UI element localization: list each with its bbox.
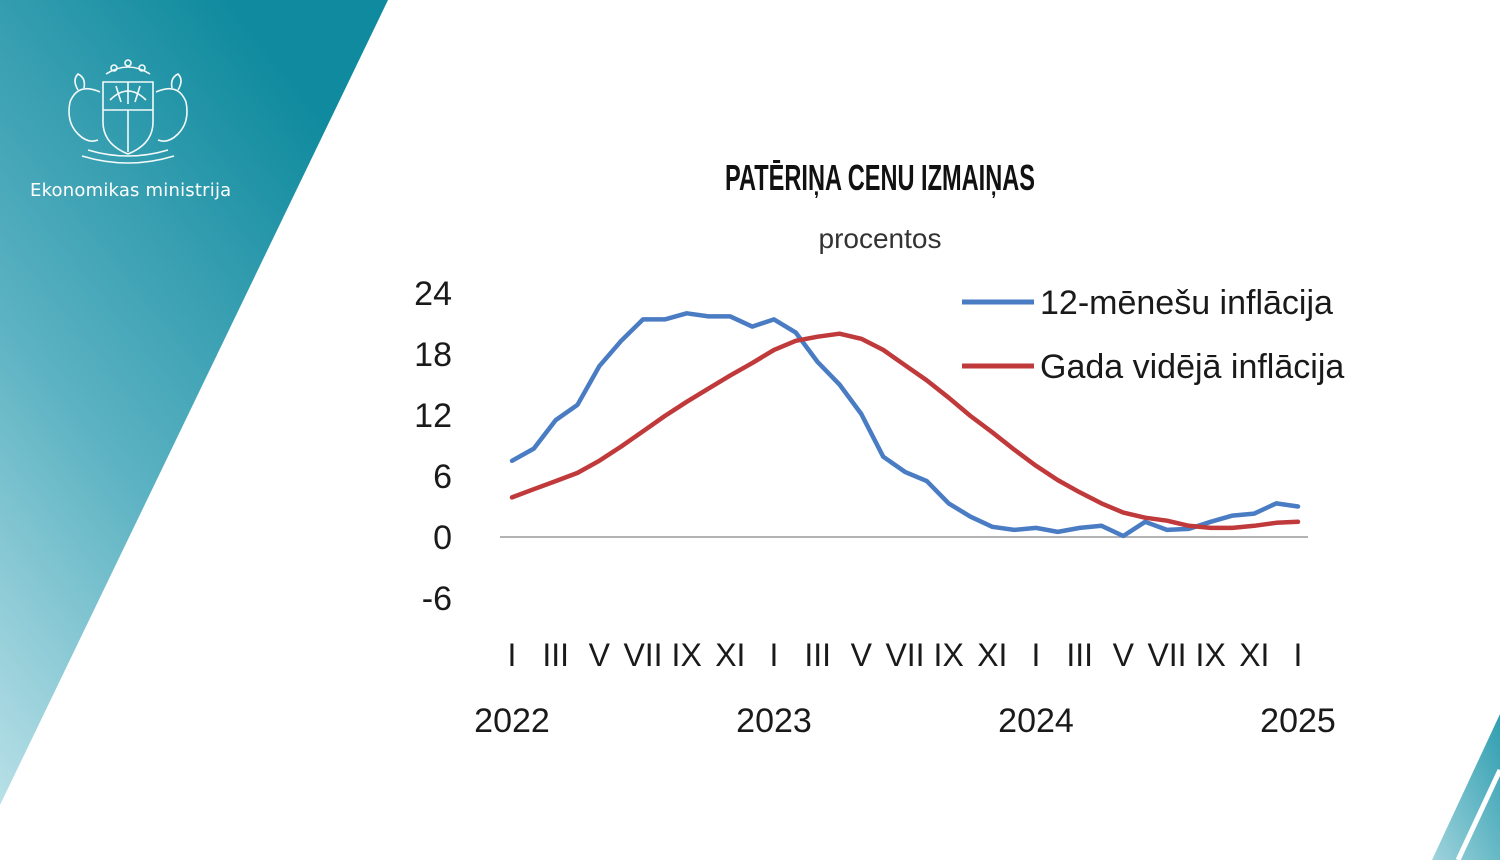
left-teal-band [0,0,388,805]
x-tick-label: V [1113,637,1135,673]
ministry-name: Ekonomikas ministrija [30,180,232,201]
legend: 12-mēnešu inflācija Gada vidējā inflācija [962,284,1344,386]
series-layer [509,311,1301,539]
x-tick-label: I [770,637,779,673]
x-tick-label: IX [1196,637,1226,673]
year-label: 2022 [474,702,550,740]
x-tick-label: III [804,637,831,673]
y-axis: 24 18 12 6 0 -6 [414,275,452,618]
x-axis: I III V VII IX XI I III V VII IX XI I III V VII IX XI I202… [474,637,1336,740]
x-tick-label: I [1032,637,1041,673]
series-line-2 [509,331,1301,531]
x-tick-label: V [589,637,611,673]
x-tick-label: VII [623,637,662,673]
x-tick-label: III [1066,637,1093,673]
x-tick-label: XI [977,637,1007,673]
y-tick-label: 6 [433,458,452,496]
x-tick-label: VII [1147,637,1186,673]
x-tick-label: IX [672,637,702,673]
x-tick-label: XI [715,637,745,673]
legend-label-2: Gada vidējā inflācija [1040,348,1344,386]
x-tick-label: III [542,637,569,673]
chart-title: PATĒRIŅA CENU IZMAIŅAS [725,157,1035,198]
chart-subtitle: procentos [819,223,942,254]
series-line-1 [509,311,1301,539]
y-tick-label: -6 [422,580,452,618]
x-tick-label: V [851,637,873,673]
x-tick-label: IX [934,637,964,673]
year-label: 2025 [1260,702,1336,740]
year-label: 2023 [736,702,812,740]
y-tick-label: 12 [414,397,452,435]
y-tick-label: 18 [414,336,452,374]
y-tick-label: 0 [433,519,452,557]
x-tick-label: I [508,637,517,673]
legend-label-1: 12-mēnešu inflācija [1040,284,1333,322]
year-label: 2024 [998,702,1074,740]
coat-of-arms-icon [68,59,188,164]
y-tick-label: 24 [414,275,452,313]
right-white-stripe [1455,768,1500,860]
x-tick-label: XI [1239,637,1269,673]
right-corner-band [1432,714,1500,860]
left-white-stripe [5,0,401,860]
x-tick-label: VII [885,637,924,673]
x-tick-label: I [1294,637,1303,673]
